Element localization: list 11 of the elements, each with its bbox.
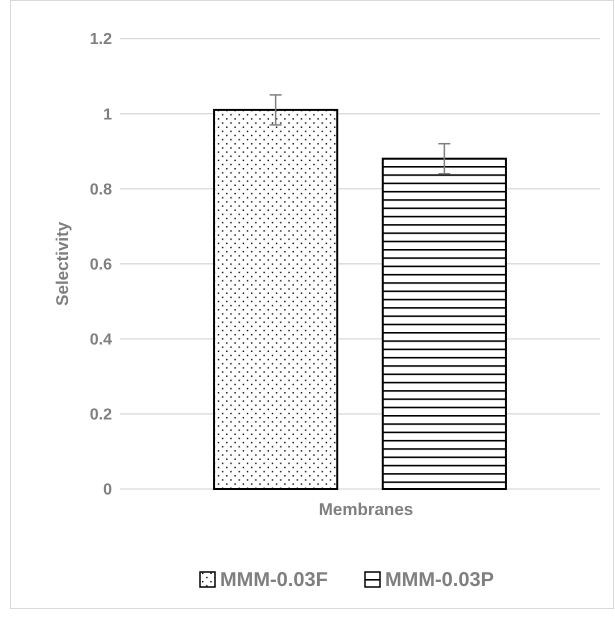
y-tick-label: 0.8 [90,181,112,198]
y-tick-label: 0.4 [90,331,112,348]
y-tick-label: 1.2 [90,31,112,48]
y-tick-label: 0 [103,482,112,499]
legend-label: MMM-0.03F [220,569,328,591]
y-tick-label: 0.2 [90,406,112,424]
x-axis-title: Membranes [318,500,414,519]
legend-label: MMM-0.03P [385,569,494,591]
y-tick-label: 0.6 [90,256,112,274]
y-tick-label: 1 [103,106,112,124]
y-axis-title: Selectivity [53,221,72,306]
